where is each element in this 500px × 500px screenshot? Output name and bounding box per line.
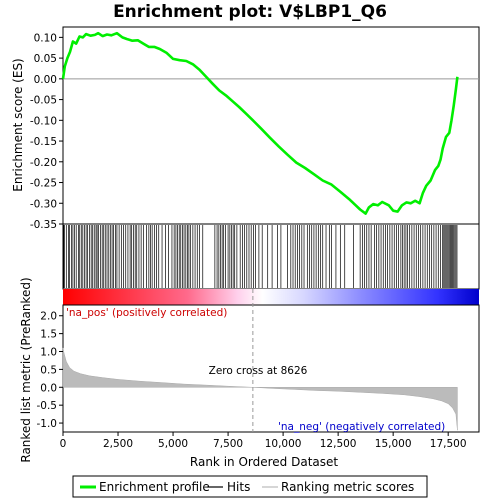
es-y-tick-label: -0.10 (30, 115, 57, 127)
negative-label: 'na_neg' (negatively correlated) (278, 421, 445, 433)
x-tick-label: 0 (60, 438, 67, 450)
es-y-tick-label: -0.25 (30, 178, 57, 190)
metric-y-tick-label: 0.5 (40, 364, 57, 376)
legend: Enrichment profile Hits Ranking metric s… (73, 476, 427, 497)
hits-panel (63, 224, 479, 289)
es-y-tick-label: 0.05 (34, 53, 57, 65)
x-tick-label: 2,500 (103, 438, 133, 450)
x-axis-label: Rank in Ordered Dataset (190, 455, 338, 469)
gradient-bar (63, 289, 479, 305)
x-axis: 0 2,500 5,000 7,500 10,000 12,500 15,000 17,500 (60, 432, 467, 450)
legend-metric-label: Ranking metric scores (281, 480, 414, 494)
x-tick-label: 12,500 (320, 438, 357, 450)
metric-y-tick-label: 0.0 (40, 382, 57, 394)
x-tick-label: 7,500 (213, 438, 243, 450)
metric-y-tick-label: 1.5 (40, 329, 57, 341)
es-y-tick-label: -0.35 (30, 219, 57, 231)
es-y-tick-label: -0.20 (30, 157, 57, 169)
legend-hits-label: Hits (227, 480, 250, 494)
positive-label: 'na_pos' (positively correlated) (66, 307, 227, 319)
es-y-tick-label: 0.10 (34, 32, 57, 44)
es-y-axis: 0.10 0.05 0.00 -0.05 -0.10 -0.15 -0.20 -0.25 -0.… (30, 32, 63, 231)
metric-y-tick-label: 2.0 (40, 311, 57, 323)
x-tick-label: 15,000 (375, 438, 412, 450)
x-tick-label: 10,000 (265, 438, 302, 450)
es-y-tick-label: 0.00 (34, 74, 57, 86)
legend-enrichment-label: Enrichment profile (99, 480, 210, 494)
chart-title: Enrichment plot: V$LBP1_Q6 (113, 2, 387, 22)
metric-y-tick-label: -0.5 (37, 400, 58, 412)
rank-color-bar (63, 289, 479, 305)
x-tick-label: 17,500 (430, 438, 467, 450)
metric-y-axis: 2.0 1.5 1.0 0.5 0.0 -0.5 -1.0 (37, 311, 64, 430)
es-panel: 0.10 0.05 0.00 -0.05 -0.10 -0.15 -0.20 -0.25 -0.… (11, 27, 479, 231)
es-y-tick-label: -0.05 (30, 95, 57, 107)
metric-panel: 2.0 1.5 1.0 0.5 0.0 -0.5 -1.0 'na_pos' (positi… (19, 277, 479, 462)
metric-y-axis-label: Ranked list metric (PreRanked) (19, 277, 33, 462)
metric-y-tick-label: 1.0 (40, 347, 57, 359)
zero-cross-label: Zero cross at 8626 (209, 365, 308, 377)
x-tick-label: 5,000 (158, 438, 188, 450)
es-plot-frame (63, 27, 479, 224)
es-y-tick-label: -0.30 (30, 198, 57, 210)
es-y-tick-label: -0.15 (30, 136, 57, 148)
metric-y-tick-label: -1.0 (37, 418, 58, 430)
es-y-axis-label: Enrichment score (ES) (11, 58, 25, 191)
